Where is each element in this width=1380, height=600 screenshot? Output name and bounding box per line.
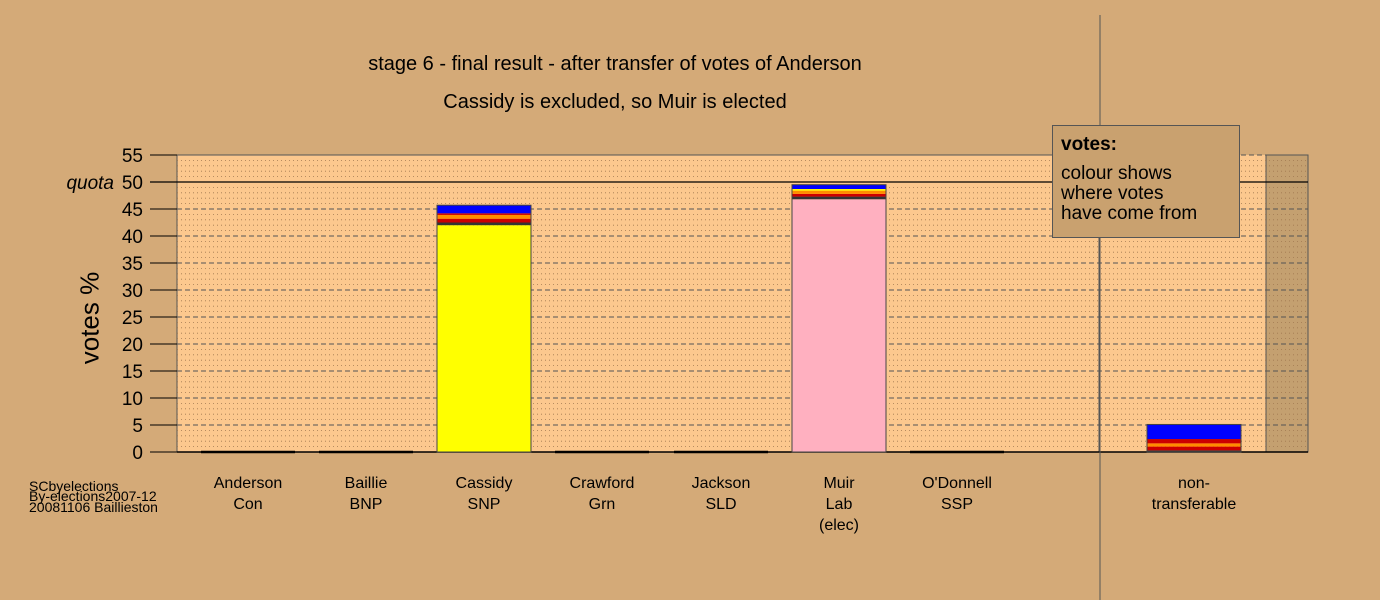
bar-segment	[1147, 446, 1241, 451]
source-line-1: SCbyelections	[29, 478, 119, 494]
y-tick-label: 15	[122, 362, 143, 383]
bar-segment	[1147, 439, 1241, 444]
bar-segment	[437, 205, 531, 214]
bar-outline	[1146, 423, 1242, 453]
x-tick-label: SNP	[468, 496, 501, 513]
x-tick-label: SSP	[941, 496, 973, 513]
y-tick-label: 50	[122, 173, 143, 194]
y-tick-label: 0	[132, 443, 143, 464]
bar-segment	[792, 190, 886, 194]
y-tick-label: 40	[122, 227, 143, 248]
legend-line-2: where votes	[1061, 183, 1164, 204]
legend-line-1: colour shows	[1061, 163, 1172, 184]
plot-area-margin	[1265, 154, 1309, 453]
legend-title: votes:	[1061, 134, 1117, 155]
chart-subtitle: Cassidy is excluded, so Muir is elected	[443, 91, 787, 113]
bar-segment	[437, 213, 531, 215]
bar-segment	[1147, 424, 1241, 440]
x-tick-label: Crawford	[570, 475, 635, 492]
legend-line-3: have come from	[1061, 203, 1198, 224]
y-tick-label: 30	[122, 281, 143, 302]
y-tick-label: 10	[122, 389, 143, 410]
bar-segment	[437, 214, 531, 219]
chart-title: stage 6 - final result - after transfer …	[368, 53, 862, 75]
x-tick-label: Cassidy	[456, 475, 513, 492]
bar-segment	[1147, 443, 1241, 447]
source-line-3: 20081106 Baillieston	[29, 499, 158, 515]
x-tick-label: non-	[1178, 475, 1210, 492]
bar-segment	[792, 196, 886, 200]
x-tick-label: Con	[233, 496, 262, 513]
bar-segment	[792, 193, 886, 197]
quota-label: quota	[66, 173, 114, 194]
source-line-2: By-elections2007-12	[29, 488, 157, 504]
bar-segment	[792, 184, 886, 190]
bar-segment	[437, 222, 531, 226]
x-tick-label: Muir	[823, 475, 855, 492]
bar-outline	[436, 204, 532, 453]
x-tick-label: Anderson	[214, 475, 283, 492]
x-tick-label: SLD	[705, 496, 736, 513]
y-tick-label: 25	[122, 308, 143, 329]
y-axis-label: votes %	[74, 271, 105, 365]
legend: votes: colour shows where votes have com…	[1052, 125, 1240, 238]
bar-segment	[437, 225, 531, 452]
x-tick-label: Grn	[589, 496, 616, 513]
y-tick-label: 20	[122, 335, 143, 356]
x-tick-label: transferable	[1152, 496, 1237, 513]
x-tick-label: Baillie	[345, 475, 388, 492]
x-tick-label: Jackson	[692, 475, 751, 492]
x-tick-label: Lab	[826, 496, 853, 513]
bar-segment	[792, 189, 886, 191]
y-tick-label: 45	[122, 200, 143, 221]
bar-outline	[791, 184, 887, 453]
y-tick-label: 35	[122, 254, 143, 275]
bar-segment	[792, 199, 886, 452]
x-tick-label: O'Donnell	[922, 475, 992, 492]
x-tick-label: BNP	[350, 496, 383, 513]
y-tick-label: 5	[132, 416, 143, 437]
plot-area-main	[176, 154, 1100, 453]
x-tick-label: (elec)	[819, 517, 859, 534]
bar-segment	[1147, 450, 1241, 452]
y-tick-label: 55	[122, 146, 143, 167]
bar-segment	[437, 218, 531, 223]
